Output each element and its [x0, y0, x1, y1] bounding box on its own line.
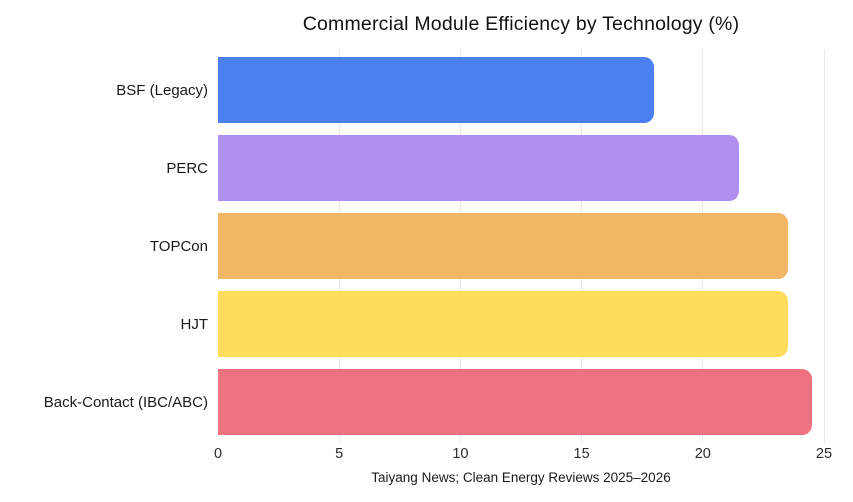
- category-label: BSF (Legacy): [116, 81, 208, 99]
- category-label: HJT: [180, 315, 209, 333]
- category-label: TOPCon: [149, 237, 208, 255]
- x-tick-label: 0: [213, 446, 223, 462]
- category-label: PERC: [166, 159, 208, 177]
- x-tick-label: 5: [335, 446, 344, 462]
- bar-perc: [218, 135, 740, 201]
- bar-topcon: [218, 213, 788, 279]
- x-tick-label: 25: [815, 446, 833, 462]
- category-label: Back-Contact (IBC/ABC): [43, 393, 208, 411]
- x-tick-label: 20: [694, 446, 711, 462]
- bar-hjt: [218, 291, 788, 357]
- plot-area: [218, 50, 825, 443]
- chart-title: Commercial Module Efficiency by Technolo…: [302, 13, 740, 35]
- x-tick-label: 10: [452, 446, 469, 462]
- x-tick-label: 15: [573, 446, 590, 462]
- gridline-x-25: [823, 50, 825, 443]
- bar-bsf-legacy: [218, 57, 655, 123]
- source-caption: Taiyang News; Clean Energy Reviews 2025–…: [371, 470, 671, 485]
- bar-back-contact-ibc-abc: [218, 369, 812, 435]
